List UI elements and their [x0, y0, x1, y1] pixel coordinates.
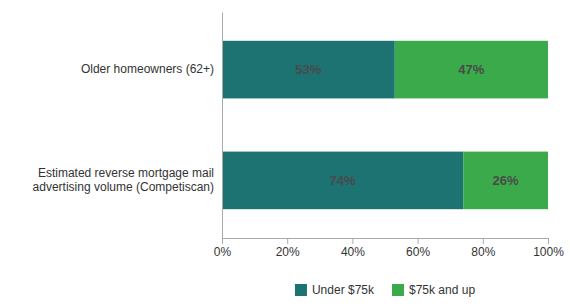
- chart: 0% 20% 40% 60% 80% 100% Older homeowners (62+)…: [0, 0, 570, 308]
- legend-item: $75k and up: [392, 283, 475, 297]
- legend-label: $75k and up: [409, 283, 475, 297]
- data-label: 47%: [458, 62, 484, 77]
- y-tick-label-line: Estimated reverse mortgage mail: [38, 166, 214, 180]
- y-tick: Estimated reverse mortgage mailadvertisi…: [33, 166, 214, 194]
- legend-swatch: [392, 284, 404, 296]
- legend-item: Under $75k: [295, 283, 375, 297]
- x-tick-mark: [222, 238, 223, 244]
- y-tick-label-line: Older homeowners (62+): [81, 62, 214, 76]
- data-label: 53%: [295, 62, 321, 77]
- x-tick: 80%: [471, 238, 495, 259]
- legend-label: Under $75k: [312, 283, 375, 297]
- y-tick: Older homeowners (62+): [81, 62, 214, 76]
- x-tick: 20%: [276, 238, 300, 259]
- x-tick: 0%: [214, 238, 232, 259]
- x-tick-mark: [352, 238, 353, 244]
- bar: [222, 41, 395, 99]
- x-axis-line: [223, 238, 549, 239]
- x-tick-mark: [418, 238, 419, 244]
- x-tick-label: 80%: [471, 245, 495, 259]
- x-tick: 100%: [533, 238, 564, 259]
- y-tick-label: Estimated reverse mortgage mailadvertisi…: [33, 166, 214, 194]
- bar: [395, 41, 548, 99]
- data-labels: 53% 74% 47% 26%: [295, 62, 519, 188]
- bar: [463, 152, 548, 210]
- data-label: 26%: [493, 173, 519, 188]
- y-axis-line: [222, 13, 223, 239]
- legend: Under $75k $75k and up: [295, 283, 475, 297]
- x-axis: 0% 20% 40% 60% 80% 100%: [214, 238, 564, 259]
- y-tick-label: Older homeowners (62+): [81, 62, 214, 76]
- y-axis: Older homeowners (62+) Estimated reverse …: [33, 13, 223, 239]
- x-tick-label: 20%: [276, 245, 300, 259]
- x-tick: 40%: [341, 238, 365, 259]
- x-tick: 60%: [406, 238, 430, 259]
- data-label: 74%: [330, 173, 356, 188]
- x-tick-label: 0%: [214, 245, 232, 259]
- x-tick-label: 40%: [341, 245, 365, 259]
- x-tick-mark: [483, 238, 484, 244]
- bar: [222, 152, 463, 210]
- plot: 0% 20% 40% 60% 80% 100% Older homeowners (62+)…: [33, 13, 565, 259]
- bar-series: [395, 41, 548, 209]
- bars: [222, 41, 548, 209]
- y-tick-label-line: advertising volume (Competiscan): [33, 180, 214, 194]
- x-tick-mark: [287, 238, 288, 244]
- x-tick-mark: [548, 238, 549, 244]
- legend-swatch: [295, 284, 307, 296]
- x-tick-label: 100%: [533, 245, 564, 259]
- x-tick-label: 60%: [406, 245, 430, 259]
